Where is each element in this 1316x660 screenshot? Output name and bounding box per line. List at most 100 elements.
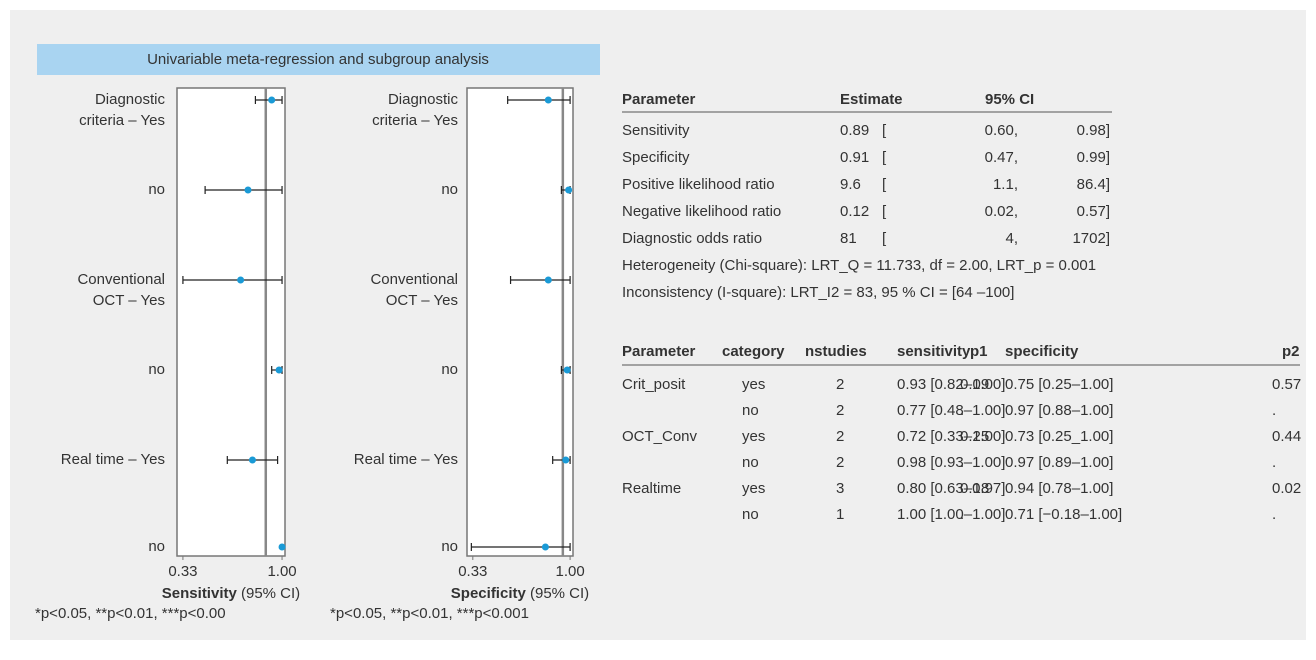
point (562, 456, 570, 464)
cell: 0.73 [0.25_1.00] (1005, 428, 1113, 445)
row-label: Real time – Yes (354, 451, 458, 468)
cell: no (742, 402, 759, 419)
cell: [ (882, 149, 887, 166)
cell: 9.6 (840, 176, 861, 193)
cell: 0.09 (960, 376, 989, 393)
point (237, 276, 245, 284)
column-header: specificity (1005, 343, 1079, 360)
cell: Negative likelihood ratio (622, 203, 781, 220)
row-label: no (148, 538, 165, 555)
column-header: category (722, 343, 785, 360)
cell: 0.72 [0.33–1.00] (897, 428, 1005, 445)
column-header: Parameter (622, 343, 696, 360)
row-label: Conventional (370, 271, 458, 288)
title: Univariable meta-regression and subgroup… (147, 51, 489, 68)
row-label: no (441, 538, 458, 555)
cell: 2 (836, 428, 844, 445)
cell: 1.1, (993, 176, 1018, 193)
cell: 0.93 [0.82–1.00] (897, 376, 1005, 393)
cell: . (960, 506, 964, 523)
row-label: no (148, 181, 165, 198)
cell: . (960, 454, 964, 471)
cell: 2 (836, 376, 844, 393)
row-label: OCT – Yes (93, 292, 165, 309)
cell: no (742, 506, 759, 523)
cell: 2 (836, 402, 844, 419)
point (248, 456, 256, 464)
point (244, 186, 252, 194)
row-label: Diagnostic (95, 91, 166, 108)
x-axis-label-bold: Specificity (451, 585, 527, 602)
cell: Crit_posit (622, 376, 686, 393)
row-label: criteria – Yes (79, 112, 165, 129)
cell: . (1272, 506, 1276, 523)
cell: 1702] (1072, 230, 1110, 247)
title-banner (37, 44, 600, 75)
row-label: Real time – Yes (61, 451, 165, 468)
cell: 4, (1005, 230, 1018, 247)
cell: 0.98] (1077, 122, 1110, 139)
cell: 0.02 (1272, 480, 1301, 497)
row-label: OCT – Yes (386, 292, 458, 309)
cell: 86.4] (1077, 176, 1110, 193)
footnote: *p<0.05, **p<0.01, ***p<0.001 (330, 605, 529, 622)
column-header: Estimate (840, 91, 903, 108)
cell: 2 (836, 454, 844, 471)
row-label: Diagnostic (388, 91, 459, 108)
row-label: criteria – Yes (372, 112, 458, 129)
cell: 0.57 (1272, 376, 1301, 393)
cell: yes (742, 428, 765, 445)
cell: 0.60, (985, 122, 1018, 139)
column-header: p1 (970, 343, 988, 360)
row-label: no (148, 361, 165, 378)
point (544, 96, 552, 104)
cell: 0.57] (1077, 203, 1110, 220)
row-label: no (441, 361, 458, 378)
column-header: Parameter (622, 91, 696, 108)
cell: Specificity (622, 149, 690, 166)
cell: 0.89 (840, 122, 869, 139)
point (563, 366, 571, 374)
column-header: 95% CI (985, 91, 1034, 108)
x-tick-label: 1.00 (267, 563, 296, 580)
cell: no (742, 454, 759, 471)
point (565, 186, 573, 194)
x-axis-label-rest: (95% CI) (237, 585, 300, 602)
cell: 0.02, (985, 203, 1018, 220)
x-tick-label: 1.00 (555, 563, 584, 580)
x-axis-label-rest: (95% CI) (526, 585, 589, 602)
x-tick-label: 0.33 (168, 563, 197, 580)
point (275, 366, 283, 374)
row-label: no (441, 181, 458, 198)
cell: OCT_Conv (622, 428, 698, 445)
cell: 0.47, (985, 149, 1018, 166)
cell: 0.97 [0.88–1.00] (1005, 402, 1113, 419)
cell: [ (882, 122, 887, 139)
plot-area (466, 87, 574, 557)
column-header: nstudies (805, 343, 867, 360)
cell: 0.75 [0.25–1.00] (1005, 376, 1113, 393)
note: Inconsistency (I-square): LRT_I2 = 83, 9… (622, 284, 1014, 301)
cell: 3 (836, 480, 844, 497)
cell: . (1272, 402, 1276, 419)
cell: 0.18 (960, 480, 989, 497)
cell: Diagnostic odds ratio (622, 230, 762, 247)
cell: 0.99] (1077, 149, 1110, 166)
x-tick-label: 0.33 (458, 563, 487, 580)
cell: 1.00 [1.00–1.00] (897, 506, 1005, 523)
point (268, 96, 276, 104)
row-label: Conventional (77, 271, 165, 288)
cell: 81 (840, 230, 857, 247)
cell: 0.77 [0.48–1.00] (897, 402, 1005, 419)
cell: . (960, 402, 964, 419)
point (278, 543, 286, 551)
point (541, 543, 549, 551)
cell: 0.91 (840, 149, 869, 166)
cell: Positive likelihood ratio (622, 176, 775, 193)
cell: yes (742, 376, 765, 393)
x-axis-label-bold: Sensitivity (162, 585, 238, 602)
column-header: p2 (1282, 343, 1300, 360)
plot-area (176, 87, 286, 557)
footnote: *p<0.05, **p<0.01, ***p<0.00 (35, 605, 226, 622)
